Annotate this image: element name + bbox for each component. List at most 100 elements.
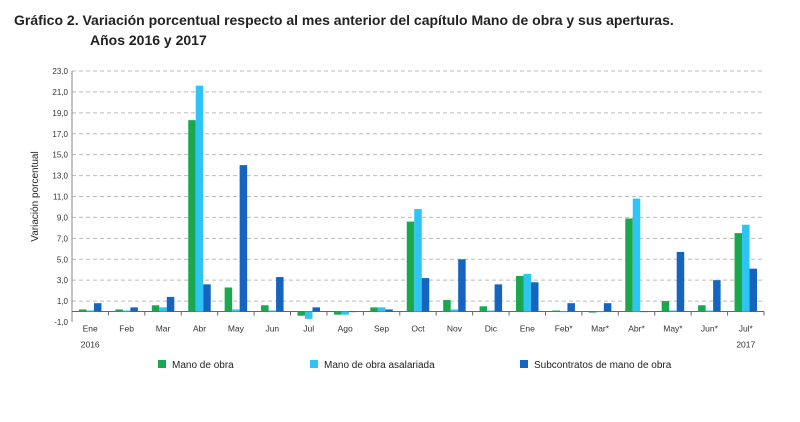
bar-mano-de-obra [115,309,123,312]
bar-mano-de-obra [552,310,560,312]
y-tick-label: 13,0 [52,172,68,181]
y-tick-label: 3,0 [57,276,69,285]
y-axis-title: Variación porcentual [30,151,41,241]
bar-mano-de-obra-asalariada [596,311,604,313]
y-tick-label: 1,0 [57,297,69,306]
bar-mano-de-obra [261,305,269,312]
bar-mano-de-obra [297,311,305,316]
bar-mano-de-obra-asalariada [632,198,641,312]
bar-subcontratos-de-mano-de-obra [276,277,284,312]
x-tick-label: May* [663,324,683,334]
bar-mano-de-obra [479,306,488,312]
bar-subcontratos-de-mano-de-obra [166,296,175,312]
bar-subcontratos-de-mano-de-obra [567,303,575,312]
x-tick-label: Jun [265,324,279,334]
bar-mano-de-obra [151,305,160,312]
bar-mano-de-obra [188,120,196,312]
y-tick-label: 17,0 [52,130,68,139]
bar-subcontratos-de-mano-de-obra [603,303,612,312]
bar-mano-de-obra-asalariada [232,309,240,312]
x-tick-label: May [228,324,245,334]
x-tick-label: Abr [193,324,206,334]
bar-mano-de-obra [78,309,87,312]
bar-mano-de-obra [588,311,597,313]
year-label: 2016 [81,340,100,350]
x-tick-label: Jun* [701,324,719,334]
bar-mano-de-obra-asalariada [122,310,131,312]
bar-mano-de-obra-asalariada [304,311,313,319]
bar-mano-de-obra-asalariada [487,310,495,312]
bar-mano-de-obra [406,221,415,312]
bar-mano-de-obra [625,218,633,312]
x-tick-label: Sep [374,324,389,334]
x-tick-label: Ene [83,324,98,334]
bar-subcontratos-de-mano-de-obra [203,284,211,312]
x-tick-label: Nov [447,324,463,334]
bar-mano-de-obra-asalariada [669,310,677,312]
x-tick-label: Abr* [628,324,645,334]
bar-subcontratos-de-mano-de-obra [494,284,503,312]
bar-mano-de-obra [443,300,451,312]
legend-label: Subcontratos de mano de obra [534,360,672,371]
y-tick-label: 5,0 [57,255,69,264]
bar-subcontratos-de-mano-de-obra [239,165,248,312]
bar-mano-de-obra-asalariada [450,309,459,312]
bar-mano-de-obra-asalariada [523,273,532,312]
x-tick-label: Jul [303,324,314,334]
x-tick-label: Feb [119,324,134,334]
bar-subcontratos-de-mano-de-obra [312,307,320,312]
x-tick-label: Feb* [555,324,574,334]
bar-mano-de-obra-asalariada [86,310,94,312]
bar-subcontratos-de-mano-de-obra [749,268,758,312]
legend-label: Mano de obra [172,360,234,371]
bar-subcontratos-de-mano-de-obra [713,280,721,312]
y-tick-label: -1,0 [54,318,68,327]
bar-subcontratos-de-mano-de-obra [676,251,685,312]
chart-title: Gráfico 2. Variación porcentual respecto… [14,10,674,50]
y-tick-label: 21,0 [52,88,68,97]
legend-swatch [520,360,528,368]
bar-subcontratos-de-mano-de-obra [458,259,466,312]
legend-label: Mano de obra asalariada [324,360,435,371]
bar-mano-de-obra-asalariada [159,307,167,312]
bar-mano-de-obra-asalariada [559,311,568,313]
bar-mano-de-obra-asalariada [268,310,277,312]
bar-mano-de-obra [224,287,233,312]
bar-mano-de-obra-asalariada [195,85,204,312]
bar-mano-de-obra-asalariada [742,224,750,312]
x-tick-label: Mar [156,324,171,334]
x-tick-label: Jul* [739,324,754,334]
y-tick-label: 11,0 [53,193,69,202]
bar-subcontratos-de-mano-de-obra [130,307,138,312]
bar-mano-de-obra [734,233,743,312]
x-tick-label: Oct [411,324,425,334]
bar-mano-de-obra [516,275,524,312]
x-tick-label: Ago [338,324,353,334]
bar-mano-de-obra [370,307,378,312]
legend-swatch [158,360,166,368]
y-tick-label: 19,0 [52,109,68,118]
x-tick-label: Ene [520,324,535,334]
bar-subcontratos-de-mano-de-obra [421,278,430,312]
x-tick-label: Mar* [591,324,610,334]
legend-swatch [310,360,318,368]
chart-title-line: Gráfico 2. Variación porcentual respecto… [14,12,674,28]
bar-mano-de-obra [333,311,342,315]
bar-subcontratos-de-mano-de-obra [640,311,648,313]
bar-subcontratos-de-mano-de-obra [385,309,393,312]
bar-subcontratos-de-mano-de-obra [348,311,357,313]
year-label: 2017 [736,340,755,350]
y-tick-label: 9,0 [57,213,69,222]
bar-mano-de-obra-asalariada [705,310,714,312]
chart-subtitle: Años 2016 y 2017 [90,32,207,48]
bar-mano-de-obra [661,301,670,312]
y-tick-label: 15,0 [52,151,68,160]
bar-mano-de-obra [698,305,706,312]
bar-mano-de-obra-asalariada [377,307,386,312]
bar-subcontratos-de-mano-de-obra [93,303,102,312]
y-tick-label: 23,0 [52,67,68,76]
bar-mano-de-obra-asalariada [414,209,422,312]
x-tick-label: Dic [485,324,498,334]
y-tick-label: 7,0 [57,234,69,243]
